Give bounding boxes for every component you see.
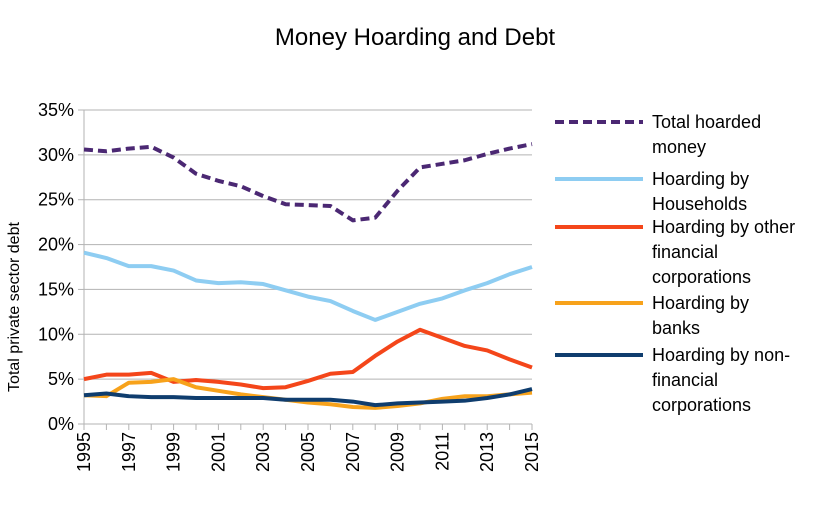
chart-title: Money Hoarding and Debt — [275, 24, 556, 51]
legend-label: banks — [652, 318, 700, 338]
series-line-hoarding-by-other-financial-corporations — [83, 327, 533, 391]
x-tick-label: 2011 — [432, 432, 452, 471]
y-tick-label: 30% — [38, 145, 74, 165]
legend-label: Total hoarded — [652, 112, 761, 132]
y-tick-labels: 0% 5% 10% 15% 20% 25% 30% 35% — [38, 100, 74, 434]
x-tick-labels: 1995 1997 1999 2001 2003 2005 2007 2009 2011 2013… — [74, 432, 542, 472]
y-tick-label: 10% — [38, 324, 74, 344]
legend-label: money — [652, 137, 706, 157]
x-tick-label: 1999 — [164, 432, 184, 472]
x-tick-label: 1997 — [119, 432, 139, 472]
x-tick-label: 2013 — [477, 432, 497, 472]
x-tick-label: 2001 — [208, 432, 228, 472]
series-lines — [83, 142, 533, 410]
legend-label: corporations — [652, 267, 751, 287]
x-tick-label: 2003 — [253, 432, 273, 472]
legend-label: Hoarding by non- — [652, 345, 790, 365]
legend-label: Hoarding by other — [652, 217, 795, 237]
legend-label: corporations — [652, 395, 751, 415]
x-tick-label: 2009 — [388, 432, 408, 472]
y-axis-title: Total private sector debt — [6, 222, 23, 392]
y-tick-label: 25% — [38, 190, 74, 210]
x-tick-label: 1995 — [74, 432, 94, 472]
y-tick-label: 35% — [38, 100, 74, 120]
y-tick-label: 5% — [48, 369, 74, 389]
legend-label: Households — [652, 194, 747, 214]
x-tick-label: 2005 — [298, 432, 318, 472]
series-line-total-hoarded-money — [83, 142, 533, 223]
y-tick-label: 0% — [48, 414, 74, 434]
legend-label: financial — [652, 242, 718, 262]
legend: Total hoarded money Hoarding by Households H… — [555, 112, 795, 415]
y-tick-label: 20% — [38, 235, 74, 255]
x-tick-label: 2015 — [522, 432, 542, 472]
y-tick-label: 15% — [38, 279, 74, 299]
legend-label: financial — [652, 370, 718, 390]
series-line-hoarding-by-non-financial-corporations — [83, 387, 533, 408]
x-tick-label: 2007 — [343, 432, 363, 472]
series-line-hoarding-by-households — [83, 250, 533, 322]
legend-label: Hoarding by — [652, 293, 749, 313]
axes — [83, 110, 533, 430]
series-line-hoarding-by-banks — [83, 377, 533, 410]
legend-label: Hoarding by — [652, 169, 749, 189]
